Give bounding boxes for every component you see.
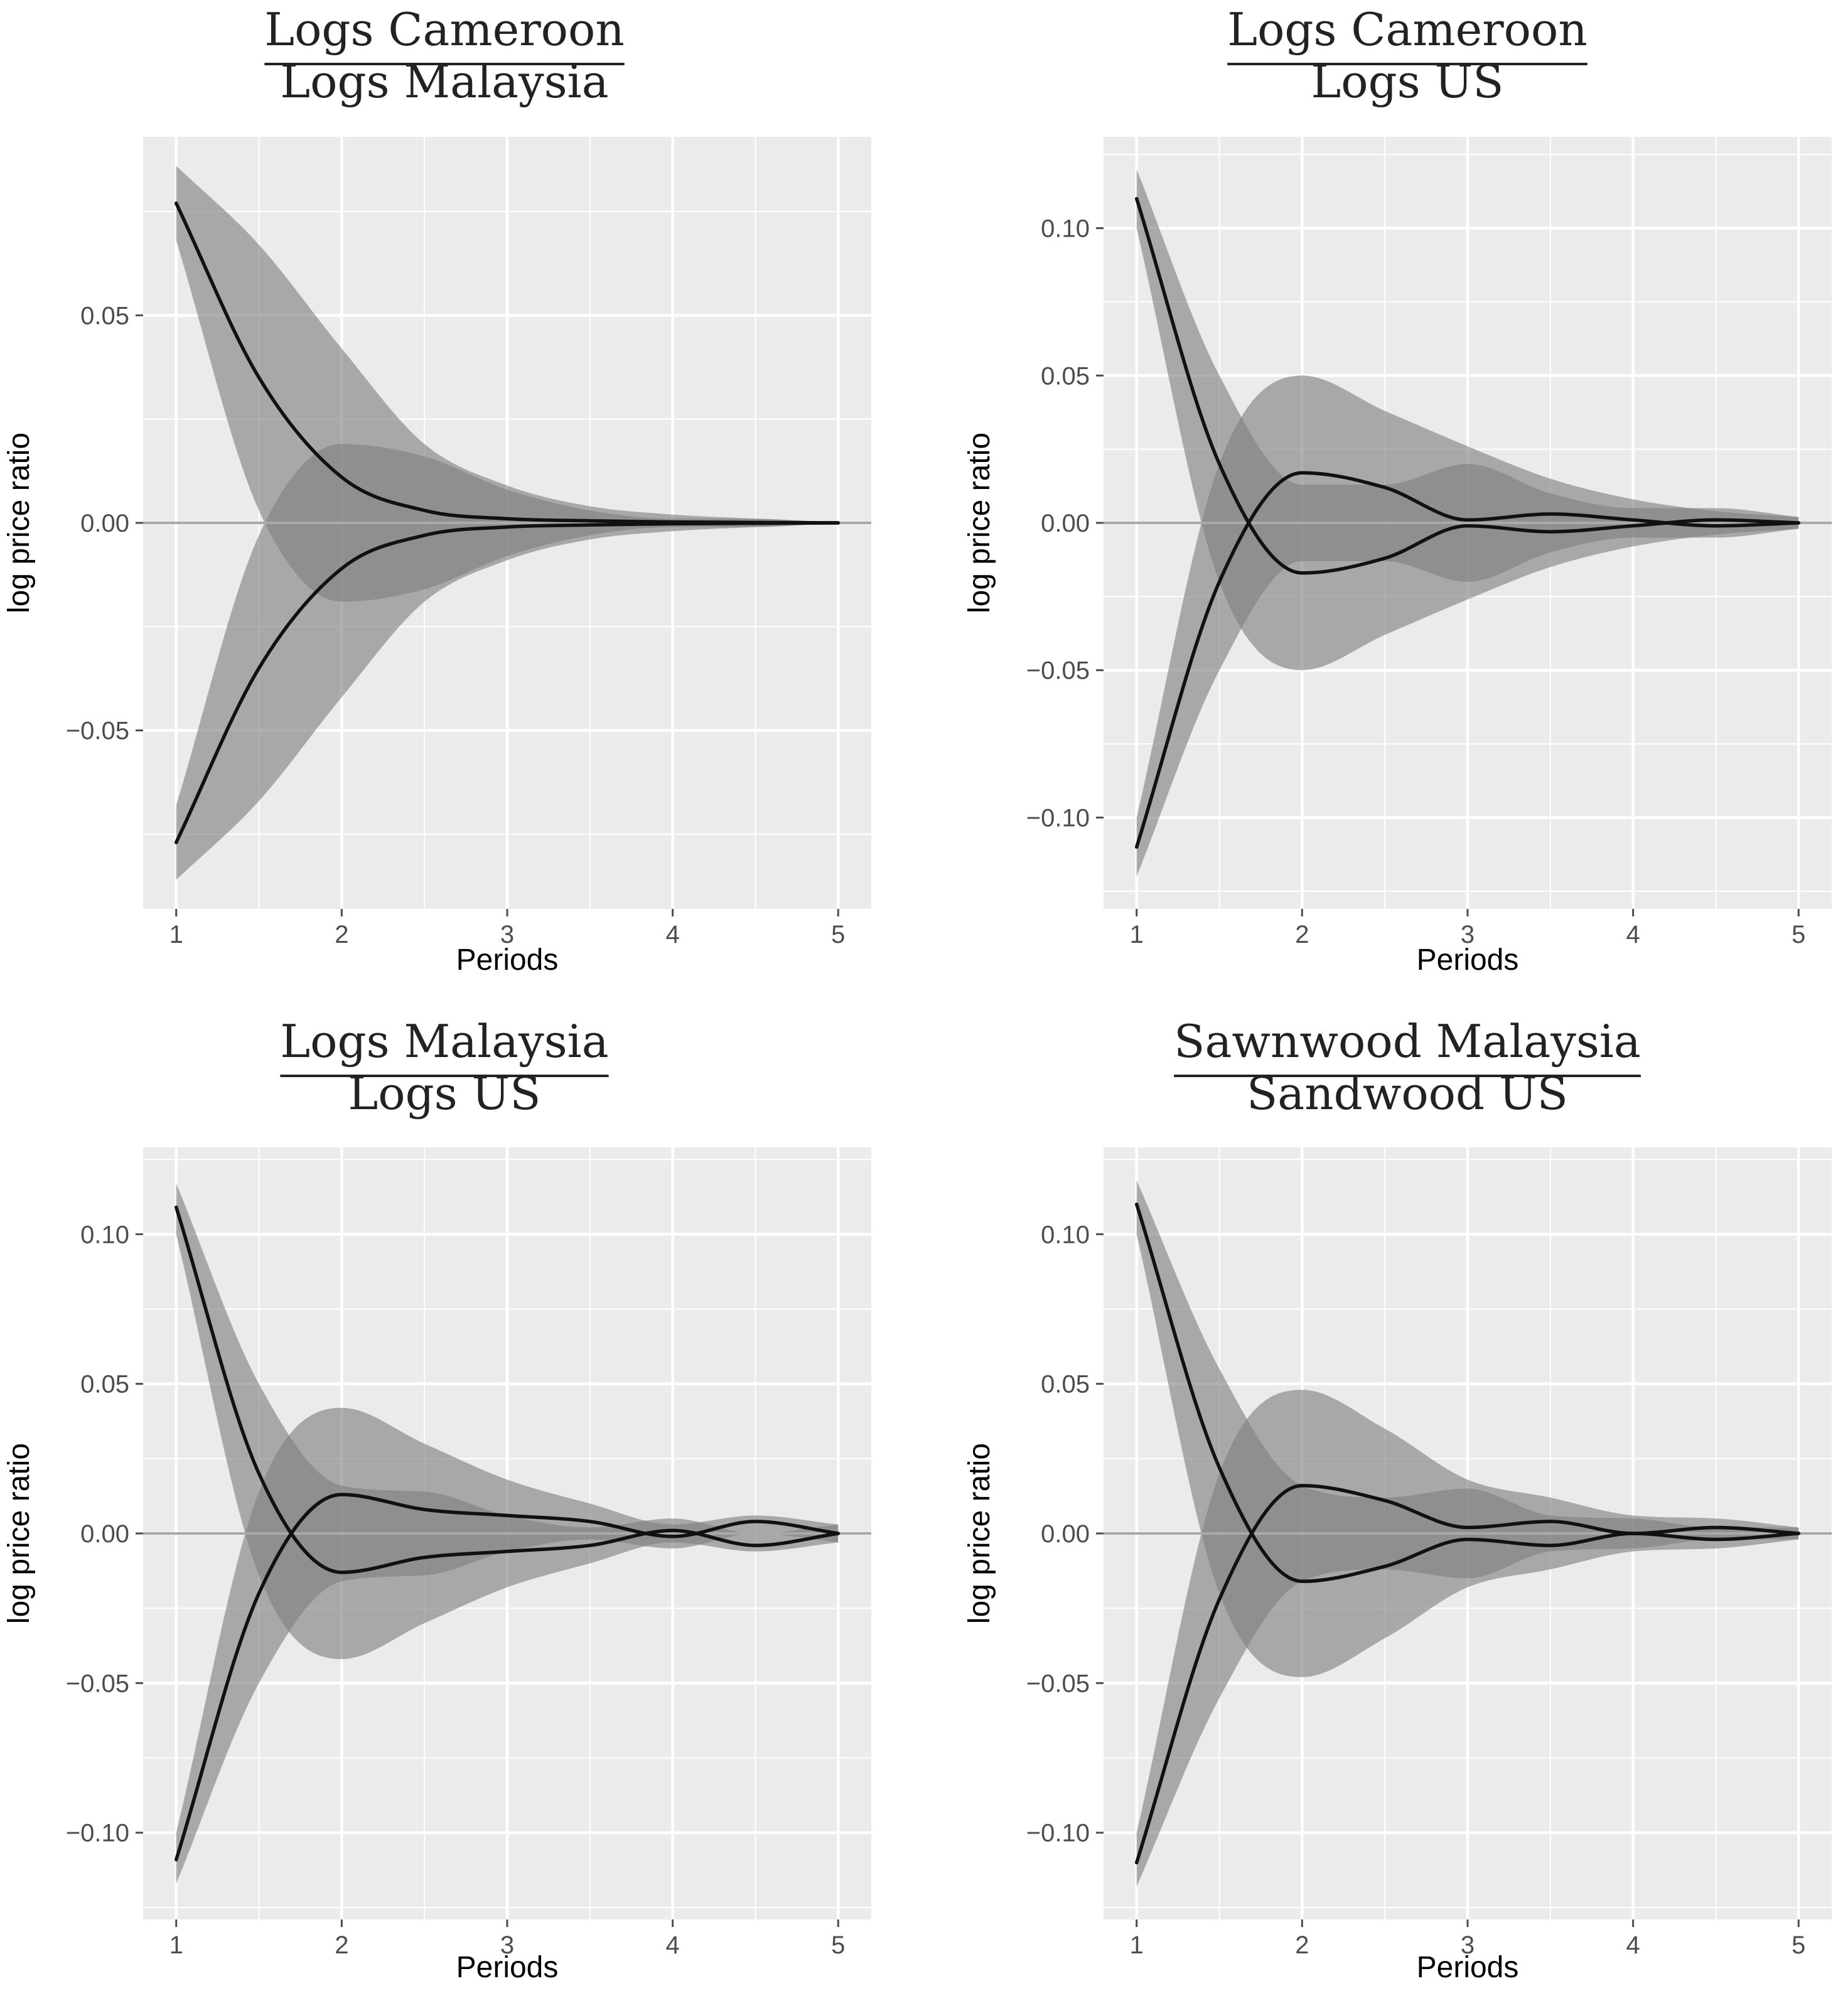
y-tick-label: 0.05 xyxy=(1041,362,1090,390)
x-tick-label: 4 xyxy=(1626,1931,1640,1959)
response-line-2 xyxy=(1134,471,1801,849)
y-axis-title: log price ratio xyxy=(963,1443,996,1624)
title-numerator: Logs Cameroon xyxy=(264,3,624,56)
x-tick-label: 5 xyxy=(831,921,845,948)
x-tick-label: 4 xyxy=(666,921,680,948)
y-tick-label: −0.10 xyxy=(1026,804,1090,832)
y-tick-label: −0.05 xyxy=(66,1670,129,1697)
y-tick-label: 0.10 xyxy=(80,1221,129,1248)
y-tick-label: 0.05 xyxy=(1041,1371,1090,1399)
y-tick-label: 0.05 xyxy=(80,1371,129,1399)
response-line-1 xyxy=(1134,1202,1801,1584)
x-tick-label: 2 xyxy=(1295,921,1309,948)
x-axis-title: Periods xyxy=(1417,1951,1519,1984)
response-line-2 xyxy=(174,1493,841,1862)
x-tick-label: 2 xyxy=(335,921,348,948)
y-tick-label: −0.05 xyxy=(66,717,129,745)
x-tick-label: 4 xyxy=(1626,921,1640,948)
x-axis-title: Periods xyxy=(456,1951,559,1984)
title-numerator: Logs Malaysia xyxy=(280,1015,608,1068)
response-line-2 xyxy=(1134,1483,1801,1865)
y-tick-label: −0.05 xyxy=(1026,657,1090,685)
x-tick-label: 2 xyxy=(1295,1931,1309,1959)
x-tick-label: 4 xyxy=(666,1931,680,1959)
x-tick-label: 3 xyxy=(500,921,514,948)
panel-1: 1 2 3 4 5 −0.05 0.00 0.05 Periods log price ratio… xyxy=(3,3,871,977)
y-tick-label: −0.10 xyxy=(1026,1820,1090,1847)
x-axis-title: Periods xyxy=(456,943,559,977)
x-tick-label: 1 xyxy=(1130,1931,1144,1959)
y-tick-label: 0.05 xyxy=(80,302,129,330)
y-tick-label: 0.00 xyxy=(1041,1520,1090,1548)
title-numerator: Sawnwood Malaysia xyxy=(1174,1015,1641,1068)
panel-3: 1 2 3 4 5 −0.10 −0.05 0.00 0.05 0.10 Periods log pr… xyxy=(3,1015,871,1984)
panel-2: 1 2 3 4 5 −0.10 −0.05 0.00 0.05 0.10 Periods log pr… xyxy=(963,3,1832,977)
y-tick-label: 0.10 xyxy=(1041,1221,1090,1248)
confidence-band-2 xyxy=(176,1407,839,1884)
panel-4: 1 2 3 4 5 −0.10 −0.05 0.00 0.05 0.10 Periods log pr… xyxy=(963,1015,1832,1984)
y-tick-label: −0.05 xyxy=(1026,1670,1090,1697)
x-tick-label: 3 xyxy=(500,1931,514,1959)
confidence-band-2 xyxy=(176,444,839,880)
confidence-band-2 xyxy=(1136,1390,1799,1887)
title-numerator: Logs Cameroon xyxy=(1227,3,1587,56)
x-tick-label: 1 xyxy=(1130,921,1144,948)
y-tick-label: 0.10 xyxy=(1041,215,1090,243)
x-tick-label: 3 xyxy=(1461,921,1475,948)
x-tick-label: 5 xyxy=(831,1931,845,1959)
y-tick-label: 0.00 xyxy=(80,510,129,537)
y-tick-label: −0.10 xyxy=(66,1820,129,1847)
y-axis-title: log price ratio xyxy=(3,1443,36,1624)
response-line-2 xyxy=(174,521,841,844)
x-tick-label: 2 xyxy=(335,1931,348,1959)
x-tick-label: 5 xyxy=(1792,1931,1805,1959)
x-axis-title: Periods xyxy=(1417,943,1519,977)
y-axis-title: log price ratio xyxy=(3,432,36,613)
y-axis-title: log price ratio xyxy=(963,432,996,613)
y-tick-label: 0.00 xyxy=(80,1520,129,1548)
response-line-1 xyxy=(174,1205,841,1574)
x-tick-label: 1 xyxy=(169,921,183,948)
y-tick-label: 0.00 xyxy=(1041,510,1090,537)
x-tick-label: 3 xyxy=(1461,1931,1475,1959)
x-tick-label: 1 xyxy=(169,1931,183,1959)
confidence-band-2 xyxy=(1136,375,1799,877)
x-tick-label: 5 xyxy=(1792,921,1805,948)
